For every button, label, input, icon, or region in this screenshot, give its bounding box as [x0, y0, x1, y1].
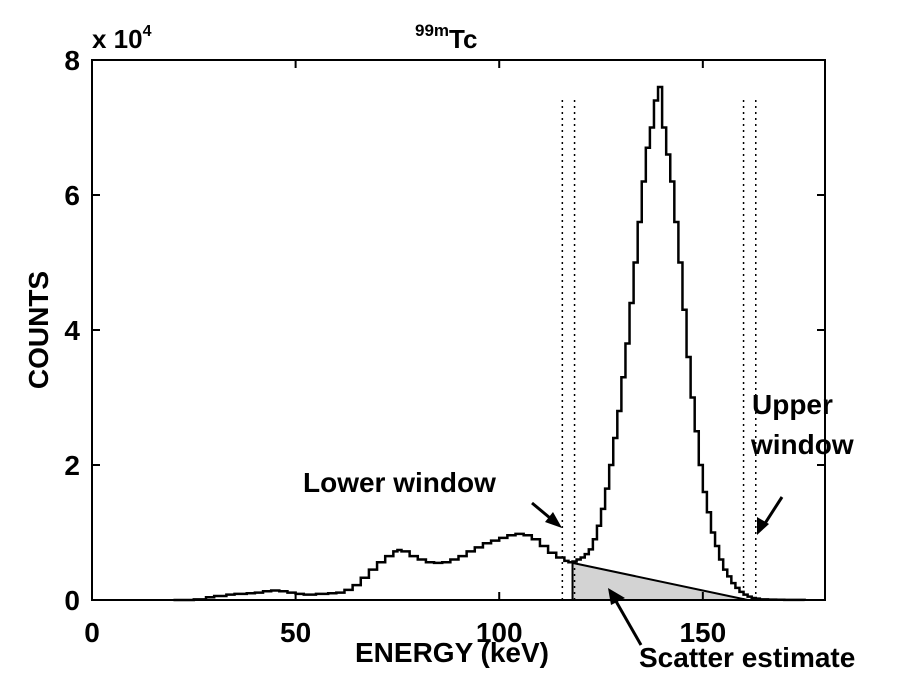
- y-tick-label: 6: [64, 180, 80, 211]
- plot-frame: [91, 59, 826, 601]
- x-axis-label: ENERGY (keV): [355, 637, 549, 668]
- annotation-lower-window: Lower window: [303, 467, 496, 498]
- arrow-scatter-estimate: [608, 588, 643, 646]
- y-tick-label: 4: [64, 315, 80, 346]
- chart-exponent-power: 4: [143, 23, 152, 40]
- series-layer: [173, 85, 806, 602]
- chart-title: 99mTc: [415, 21, 477, 54]
- x-tick-label: 100: [476, 617, 523, 648]
- tick-layer: 0 50 100 150 0 2 4 6 8: [64, 45, 825, 648]
- chart-title-superscript: 99m: [415, 21, 449, 40]
- window-lines-layer: [561, 100, 757, 600]
- chart-title-main: Tc: [449, 24, 477, 54]
- annotation-scatter-estimate: Scatter estimate: [639, 642, 855, 673]
- x-tick-label: 150: [679, 617, 726, 648]
- arrow-upper-window: [757, 496, 784, 535]
- y-tick-label: 0: [64, 585, 80, 616]
- annotation-upper-window-line2: window: [750, 429, 854, 460]
- y-tick-label: 2: [64, 450, 80, 481]
- chart-exponent-base: x 10: [92, 24, 143, 54]
- x-tick-label: 0: [84, 617, 100, 648]
- annotation-upper-window-line1: Upper: [752, 389, 833, 420]
- y-tick-label: 8: [64, 45, 80, 76]
- scatter-estimate-region: [571, 561, 748, 601]
- series-line: [173, 85, 806, 602]
- scatter-estimate-layer: [571, 561, 748, 601]
- arrow-lower-window: [531, 501, 562, 528]
- chart-exponent: x 104: [92, 23, 152, 54]
- x-tick-label: 50: [280, 617, 311, 648]
- y-axis-label: COUNTS: [23, 271, 54, 389]
